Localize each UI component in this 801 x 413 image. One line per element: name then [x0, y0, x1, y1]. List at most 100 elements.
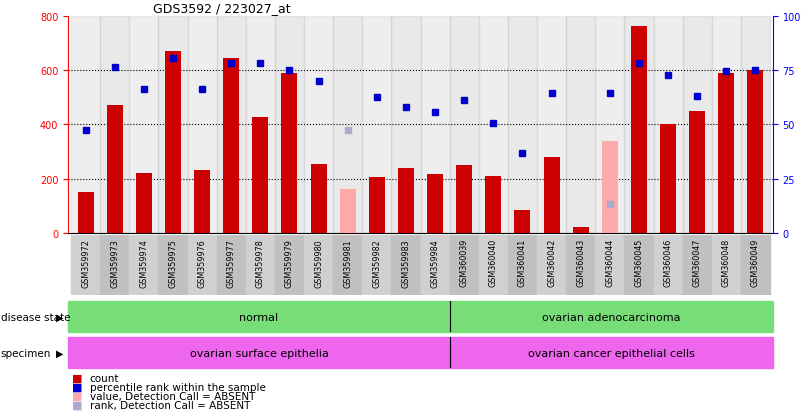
Bar [449, 235, 479, 295]
Text: ovarian cancer epithelial cells: ovarian cancer epithelial cells [528, 348, 694, 358]
Text: rank, Detection Call = ABSENT: rank, Detection Call = ABSENT [90, 400, 250, 410]
Bar [457, 166, 473, 233]
Bar [537, 235, 566, 295]
Bar [537, 17, 566, 233]
Bar [136, 174, 152, 233]
Bar [252, 118, 268, 233]
Text: GSM359974: GSM359974 [139, 238, 148, 287]
Bar [100, 17, 129, 233]
Bar [450, 337, 773, 368]
Text: ovarian adenocarcinoma: ovarian adenocarcinoma [542, 312, 681, 322]
Bar [625, 17, 654, 233]
Bar [71, 17, 100, 233]
Bar [654, 235, 682, 295]
Bar [712, 17, 741, 233]
Text: GSM359977: GSM359977 [227, 238, 235, 287]
Text: GSM359975: GSM359975 [168, 238, 178, 287]
Bar [427, 175, 443, 233]
Text: GSM359979: GSM359979 [285, 238, 294, 287]
Text: GSM359982: GSM359982 [372, 238, 381, 287]
Bar [573, 228, 589, 233]
Text: GSM359981: GSM359981 [343, 238, 352, 287]
Bar [223, 59, 239, 233]
Text: GSM359973: GSM359973 [111, 238, 119, 287]
Text: GSM359978: GSM359978 [256, 238, 265, 287]
Bar [281, 74, 297, 233]
Bar [631, 27, 647, 233]
Bar [68, 301, 450, 332]
Bar [682, 235, 712, 295]
Bar [566, 235, 595, 295]
Text: GSM360040: GSM360040 [489, 238, 498, 287]
Bar [68, 337, 450, 368]
Bar [625, 235, 654, 295]
Bar [246, 235, 275, 295]
Bar [333, 17, 362, 233]
Bar [689, 112, 705, 233]
Bar [566, 17, 595, 233]
Text: ■: ■ [72, 382, 83, 392]
Bar [368, 178, 384, 233]
Bar [479, 17, 508, 233]
Bar [514, 210, 530, 233]
Bar [187, 235, 216, 295]
Bar [398, 169, 414, 233]
Bar [508, 235, 537, 295]
Text: GSM360045: GSM360045 [634, 238, 643, 287]
Bar [216, 17, 246, 233]
Bar [340, 190, 356, 233]
Bar [392, 235, 421, 295]
Bar [544, 157, 560, 233]
Text: GSM360041: GSM360041 [518, 238, 527, 287]
Bar [304, 17, 333, 233]
Bar [362, 17, 392, 233]
Text: GDS3592 / 223027_at: GDS3592 / 223027_at [153, 2, 290, 15]
Text: GSM360046: GSM360046 [663, 238, 673, 287]
Bar [595, 17, 625, 233]
Bar [602, 141, 618, 233]
Text: ovarian surface epithelia: ovarian surface epithelia [190, 348, 328, 358]
Text: ■: ■ [72, 400, 83, 410]
Bar [275, 17, 304, 233]
Text: GSM360049: GSM360049 [751, 238, 760, 287]
Bar [187, 17, 216, 233]
Text: count: count [90, 373, 119, 383]
Bar [479, 235, 508, 295]
Bar [362, 235, 392, 295]
Bar [654, 17, 682, 233]
Bar [449, 17, 479, 233]
Bar [421, 17, 449, 233]
Text: GSM360044: GSM360044 [606, 238, 614, 287]
Bar [508, 17, 537, 233]
Bar [392, 17, 421, 233]
Text: ▶: ▶ [56, 312, 63, 322]
Text: normal: normal [239, 312, 279, 322]
Bar [216, 235, 246, 295]
Bar [100, 235, 129, 295]
Bar [165, 52, 181, 233]
Bar [129, 17, 159, 233]
Text: GSM360039: GSM360039 [460, 238, 469, 287]
Bar [741, 17, 770, 233]
Bar [304, 235, 333, 295]
Text: ■: ■ [72, 391, 83, 401]
Bar [275, 235, 304, 295]
Bar [660, 125, 676, 233]
Bar [595, 235, 625, 295]
Bar [485, 176, 501, 233]
Text: disease state: disease state [1, 312, 70, 322]
Text: GSM359984: GSM359984 [431, 238, 440, 287]
Bar [129, 235, 159, 295]
Bar [246, 17, 275, 233]
Bar [682, 17, 712, 233]
Bar [71, 235, 100, 295]
Text: GSM360047: GSM360047 [693, 238, 702, 287]
Bar [311, 164, 327, 233]
Text: ▶: ▶ [56, 348, 63, 358]
Text: specimen: specimen [1, 348, 51, 358]
Bar [741, 235, 770, 295]
Bar [421, 235, 449, 295]
Bar [194, 171, 210, 233]
Text: GSM359980: GSM359980 [314, 238, 323, 287]
Text: GSM359972: GSM359972 [81, 238, 90, 287]
